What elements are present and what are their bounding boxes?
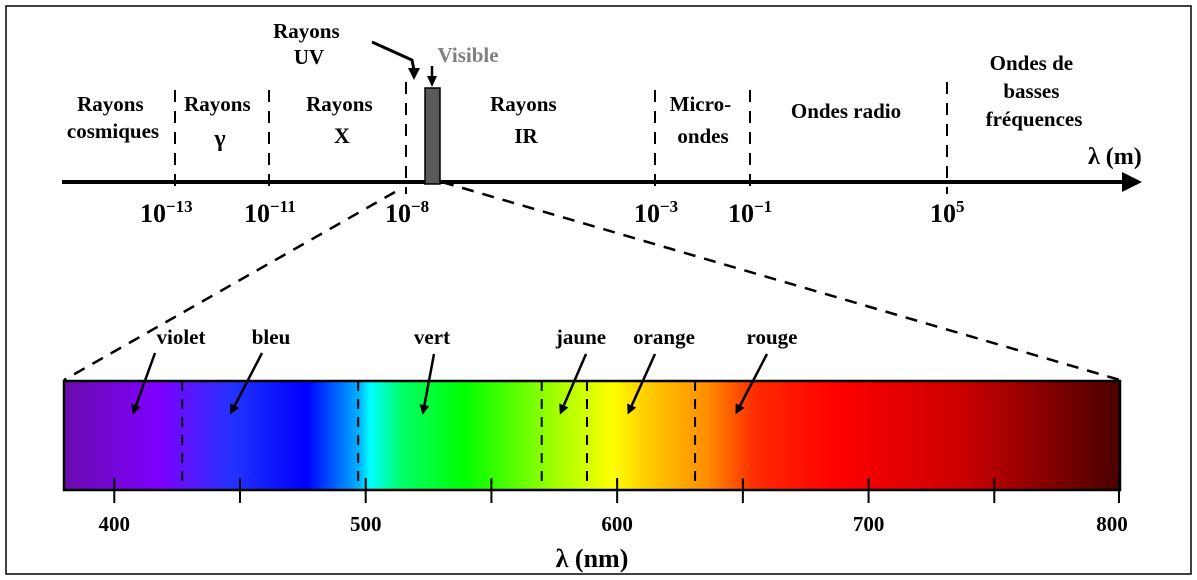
visible-pointer-arrowhead	[427, 76, 437, 87]
spectrum-tick-label: 400	[99, 512, 131, 536]
color-label-jaune: jaune	[555, 325, 606, 349]
color-label-bleu: bleu	[252, 325, 291, 349]
spectrum-tick-label: 500	[350, 512, 382, 536]
zoom-line-right	[441, 180, 1121, 382]
color-label-rouge: rouge	[747, 325, 798, 349]
em-tick-label: 10−1	[728, 197, 772, 228]
spectrum-axis-label: λ (nm)	[556, 544, 629, 573]
spectrum-tick-labels: 400 500 600 700 800	[99, 512, 1128, 536]
em-tick-label: 10−13	[140, 197, 193, 228]
color-pointer-arrow	[627, 353, 657, 415]
uv-pointer-arrow	[371, 40, 416, 71]
color-pointer-arrow	[419, 353, 436, 415]
em-scale: λ (m) 10−13 10−11 10−8 10−3 10−1 105 Ray…	[62, 19, 1142, 228]
region-label-radio: Ondes radio	[791, 99, 901, 123]
color-pointer-arrow	[131, 352, 157, 415]
color-pointer-arrow	[559, 353, 588, 415]
color-pointer-arrow	[735, 353, 769, 415]
color-pointer-arrow	[230, 352, 264, 415]
spectrum-bar	[62, 379, 1122, 492]
region-label-gamma: Rayons γ	[184, 92, 256, 152]
spectrum-tick-label: 600	[601, 512, 633, 536]
region-label-ir: Rayons IR	[490, 92, 562, 148]
em-tick-label: 105	[930, 197, 965, 228]
color-label-violet: violet	[157, 325, 206, 349]
color-labels: violet bleu vert jaune orange rouge	[131, 325, 798, 415]
em-axis-label: λ (m)	[1088, 144, 1142, 170]
color-label-vert: vert	[414, 325, 450, 349]
spectrum-tick-label: 800	[1096, 512, 1128, 536]
visible-spectrum: 400 500 600 700 800 violet bleu vert jaune orang…	[62, 325, 1128, 573]
em-tick-label: 10−11	[244, 197, 296, 228]
region-label-low-frequency: Ondes de basses fréquences	[986, 51, 1083, 131]
region-label-visible: Visible	[437, 43, 498, 67]
figure-frame	[5, 5, 1192, 575]
em-axis-arrowhead	[1122, 172, 1142, 192]
em-tick-label: 10−3	[634, 197, 678, 228]
uv-pointer-arrowhead	[408, 68, 420, 80]
visible-band-bar	[424, 87, 441, 185]
region-label-microwave: Micro- ondes	[670, 92, 737, 148]
region-label-cosmic: Rayons cosmiques	[67, 92, 159, 143]
color-label-orange: orange	[633, 325, 695, 349]
spectrum-ticks	[113, 478, 1120, 503]
region-label-uv: Rayons UV	[273, 19, 345, 69]
spectrum-tick-label: 700	[853, 512, 885, 536]
region-label-xray: Rayons X	[306, 92, 378, 148]
em-tick-label: 10−8	[385, 197, 429, 228]
zoom-line-left	[63, 190, 396, 382]
color-boundaries	[181, 381, 697, 490]
